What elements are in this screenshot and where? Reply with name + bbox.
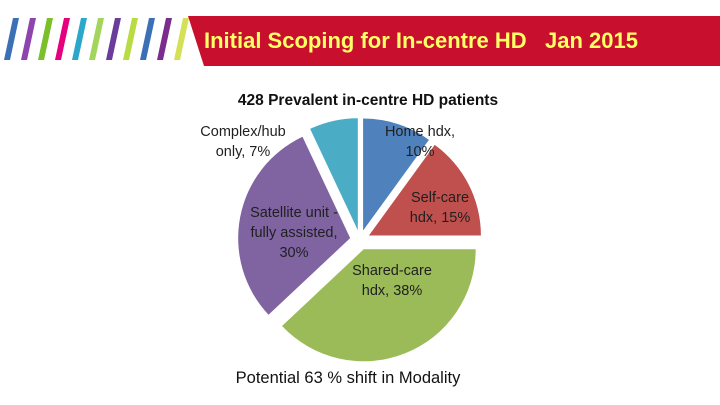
stripe	[21, 18, 36, 60]
stripe	[55, 18, 70, 60]
stripe	[174, 18, 189, 60]
stripe	[4, 18, 19, 60]
slice-label: Satellite unit -	[250, 205, 338, 221]
title-banner	[188, 16, 720, 66]
chart-title: 428 Prevalent in-centre HD patients	[238, 92, 498, 109]
stripe	[123, 18, 138, 60]
slide-title: Initial Scoping for In-centre HD Jan 201…	[204, 28, 638, 53]
slice-label: only, 7%	[216, 144, 271, 160]
slice-label: Shared-care	[352, 263, 432, 279]
slice-label: Self-care	[411, 190, 469, 206]
pie-slice-self-care-hdx	[368, 144, 481, 236]
slice-label: hdx, 15%	[410, 210, 471, 226]
slice-label: 30%	[279, 245, 308, 261]
stripe	[72, 18, 87, 60]
decorative-stripes	[4, 18, 189, 60]
slice-label: Home hdx,	[385, 124, 455, 140]
stripe	[157, 18, 172, 60]
stripe	[89, 18, 104, 60]
pie-slice-home-hdx	[363, 118, 429, 231]
slice-label: 10%	[405, 144, 434, 160]
chart-footnote: Potential 63 % shift in Modality	[236, 369, 461, 387]
pie-slice-shared-care-hdx	[282, 249, 476, 362]
slice-label: hdx, 38%	[362, 283, 423, 299]
stripe	[106, 18, 121, 60]
slice-label: Complex/hub	[200, 124, 285, 140]
stripe	[140, 18, 155, 60]
pie-slice-complex-hub-only	[310, 118, 358, 231]
stripe	[38, 18, 53, 60]
pie-slice-satellite-unit-fully-assisted	[238, 136, 351, 315]
slice-label: fully assisted,	[250, 225, 337, 241]
